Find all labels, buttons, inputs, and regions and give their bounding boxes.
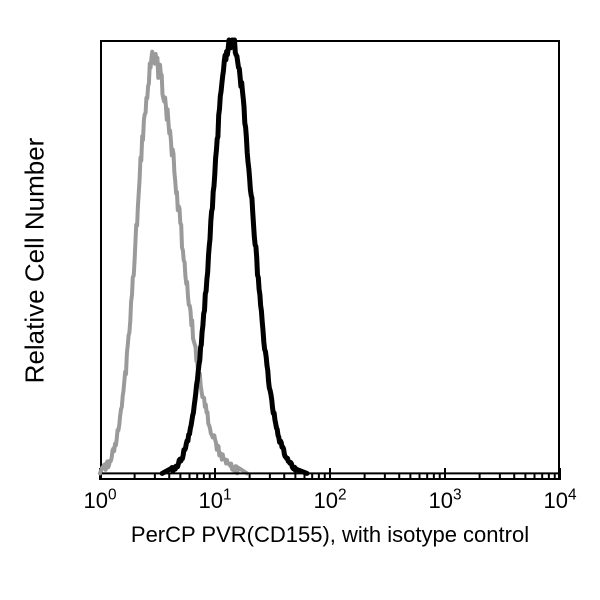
x-tick-label: 102 [305,488,355,514]
x-tick-label: 101 [190,488,240,514]
series-isotype-control [100,52,247,474]
x-tick-label: 104 [535,488,585,514]
x-tick-label: 100 [75,488,125,514]
figure: Relative Cell Number PerCP PVR(CD155), w… [0,0,600,600]
x-tick-label: 103 [420,488,470,514]
